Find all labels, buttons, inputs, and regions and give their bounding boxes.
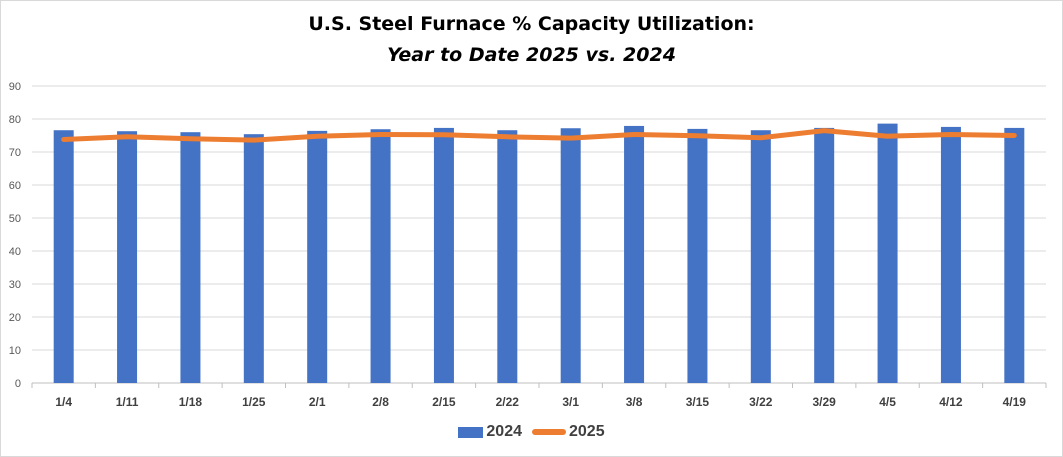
bar-2024 — [877, 123, 898, 384]
x-tick-label: 2/1 — [309, 395, 326, 409]
x-tick-label: 3/8 — [626, 395, 643, 409]
legend-label-2024: 2024 — [486, 423, 522, 440]
line-2025 — [61, 128, 1017, 143]
y-tick-label: 40 — [9, 246, 21, 258]
bar-2024 — [243, 134, 264, 383]
bar-2024 — [814, 127, 835, 383]
y-tick-label: 50 — [9, 213, 21, 225]
y-tick-label: 90 — [9, 81, 21, 93]
x-tick-label: 1/4 — [55, 395, 72, 409]
bar-2024 — [497, 130, 518, 383]
x-tick-label: 4/5 — [879, 395, 896, 409]
legend-swatch-2024 — [458, 426, 484, 438]
x-tick-label: 4/19 — [1003, 395, 1027, 409]
x-tick-label: 4/12 — [939, 395, 963, 409]
y-tick-label: 20 — [9, 312, 21, 324]
bar-2024 — [433, 127, 454, 383]
x-tick-label: 2/22 — [496, 395, 520, 409]
y-tick-label: 30 — [9, 279, 21, 291]
x-tick-label: 3/15 — [686, 395, 710, 409]
x-tick-label: 3/22 — [749, 395, 773, 409]
y-tick-label: 10 — [9, 345, 21, 357]
chart-subtitle: Year to Date 2025 vs. 2024 — [387, 44, 676, 66]
x-tick-label: 3/1 — [562, 395, 579, 409]
x-tick-label: 2/8 — [372, 395, 389, 409]
legend-item-2024: 2024 — [458, 423, 522, 441]
y-tick-label: 80 — [9, 114, 21, 126]
x-tick-label: 1/18 — [179, 395, 203, 409]
bar-2024 — [940, 126, 961, 384]
bar-2024 — [370, 129, 391, 383]
bar-2024 — [624, 125, 645, 384]
legend-label-2025: 2025 — [569, 423, 605, 440]
x-tick-label: 2/15 — [432, 395, 456, 409]
bar-2024 — [53, 130, 74, 383]
chart-legend: 2024 2025 — [1, 423, 1062, 441]
x-tick-label: 3/29 — [813, 395, 837, 409]
x-tick-label: 1/25 — [242, 395, 266, 409]
legend-swatch-2025 — [532, 429, 566, 435]
bar-2024 — [307, 130, 328, 383]
bar-2024 — [117, 131, 138, 383]
bar-2024 — [1004, 127, 1025, 383]
bar-2024 — [750, 130, 771, 383]
legend-item-2025: 2025 — [532, 423, 605, 441]
y-tick-label: 60 — [9, 180, 21, 192]
bar-2024 — [560, 128, 581, 383]
x-tick-label: 1/11 — [116, 395, 139, 409]
chart-title: U.S. Steel Furnace % Capacity Utilizatio… — [308, 13, 755, 35]
y-tick-label: 70 — [9, 147, 21, 159]
bar-2024 — [180, 132, 201, 383]
bar-2024 — [687, 128, 708, 383]
y-tick-label: 0 — [15, 378, 21, 390]
